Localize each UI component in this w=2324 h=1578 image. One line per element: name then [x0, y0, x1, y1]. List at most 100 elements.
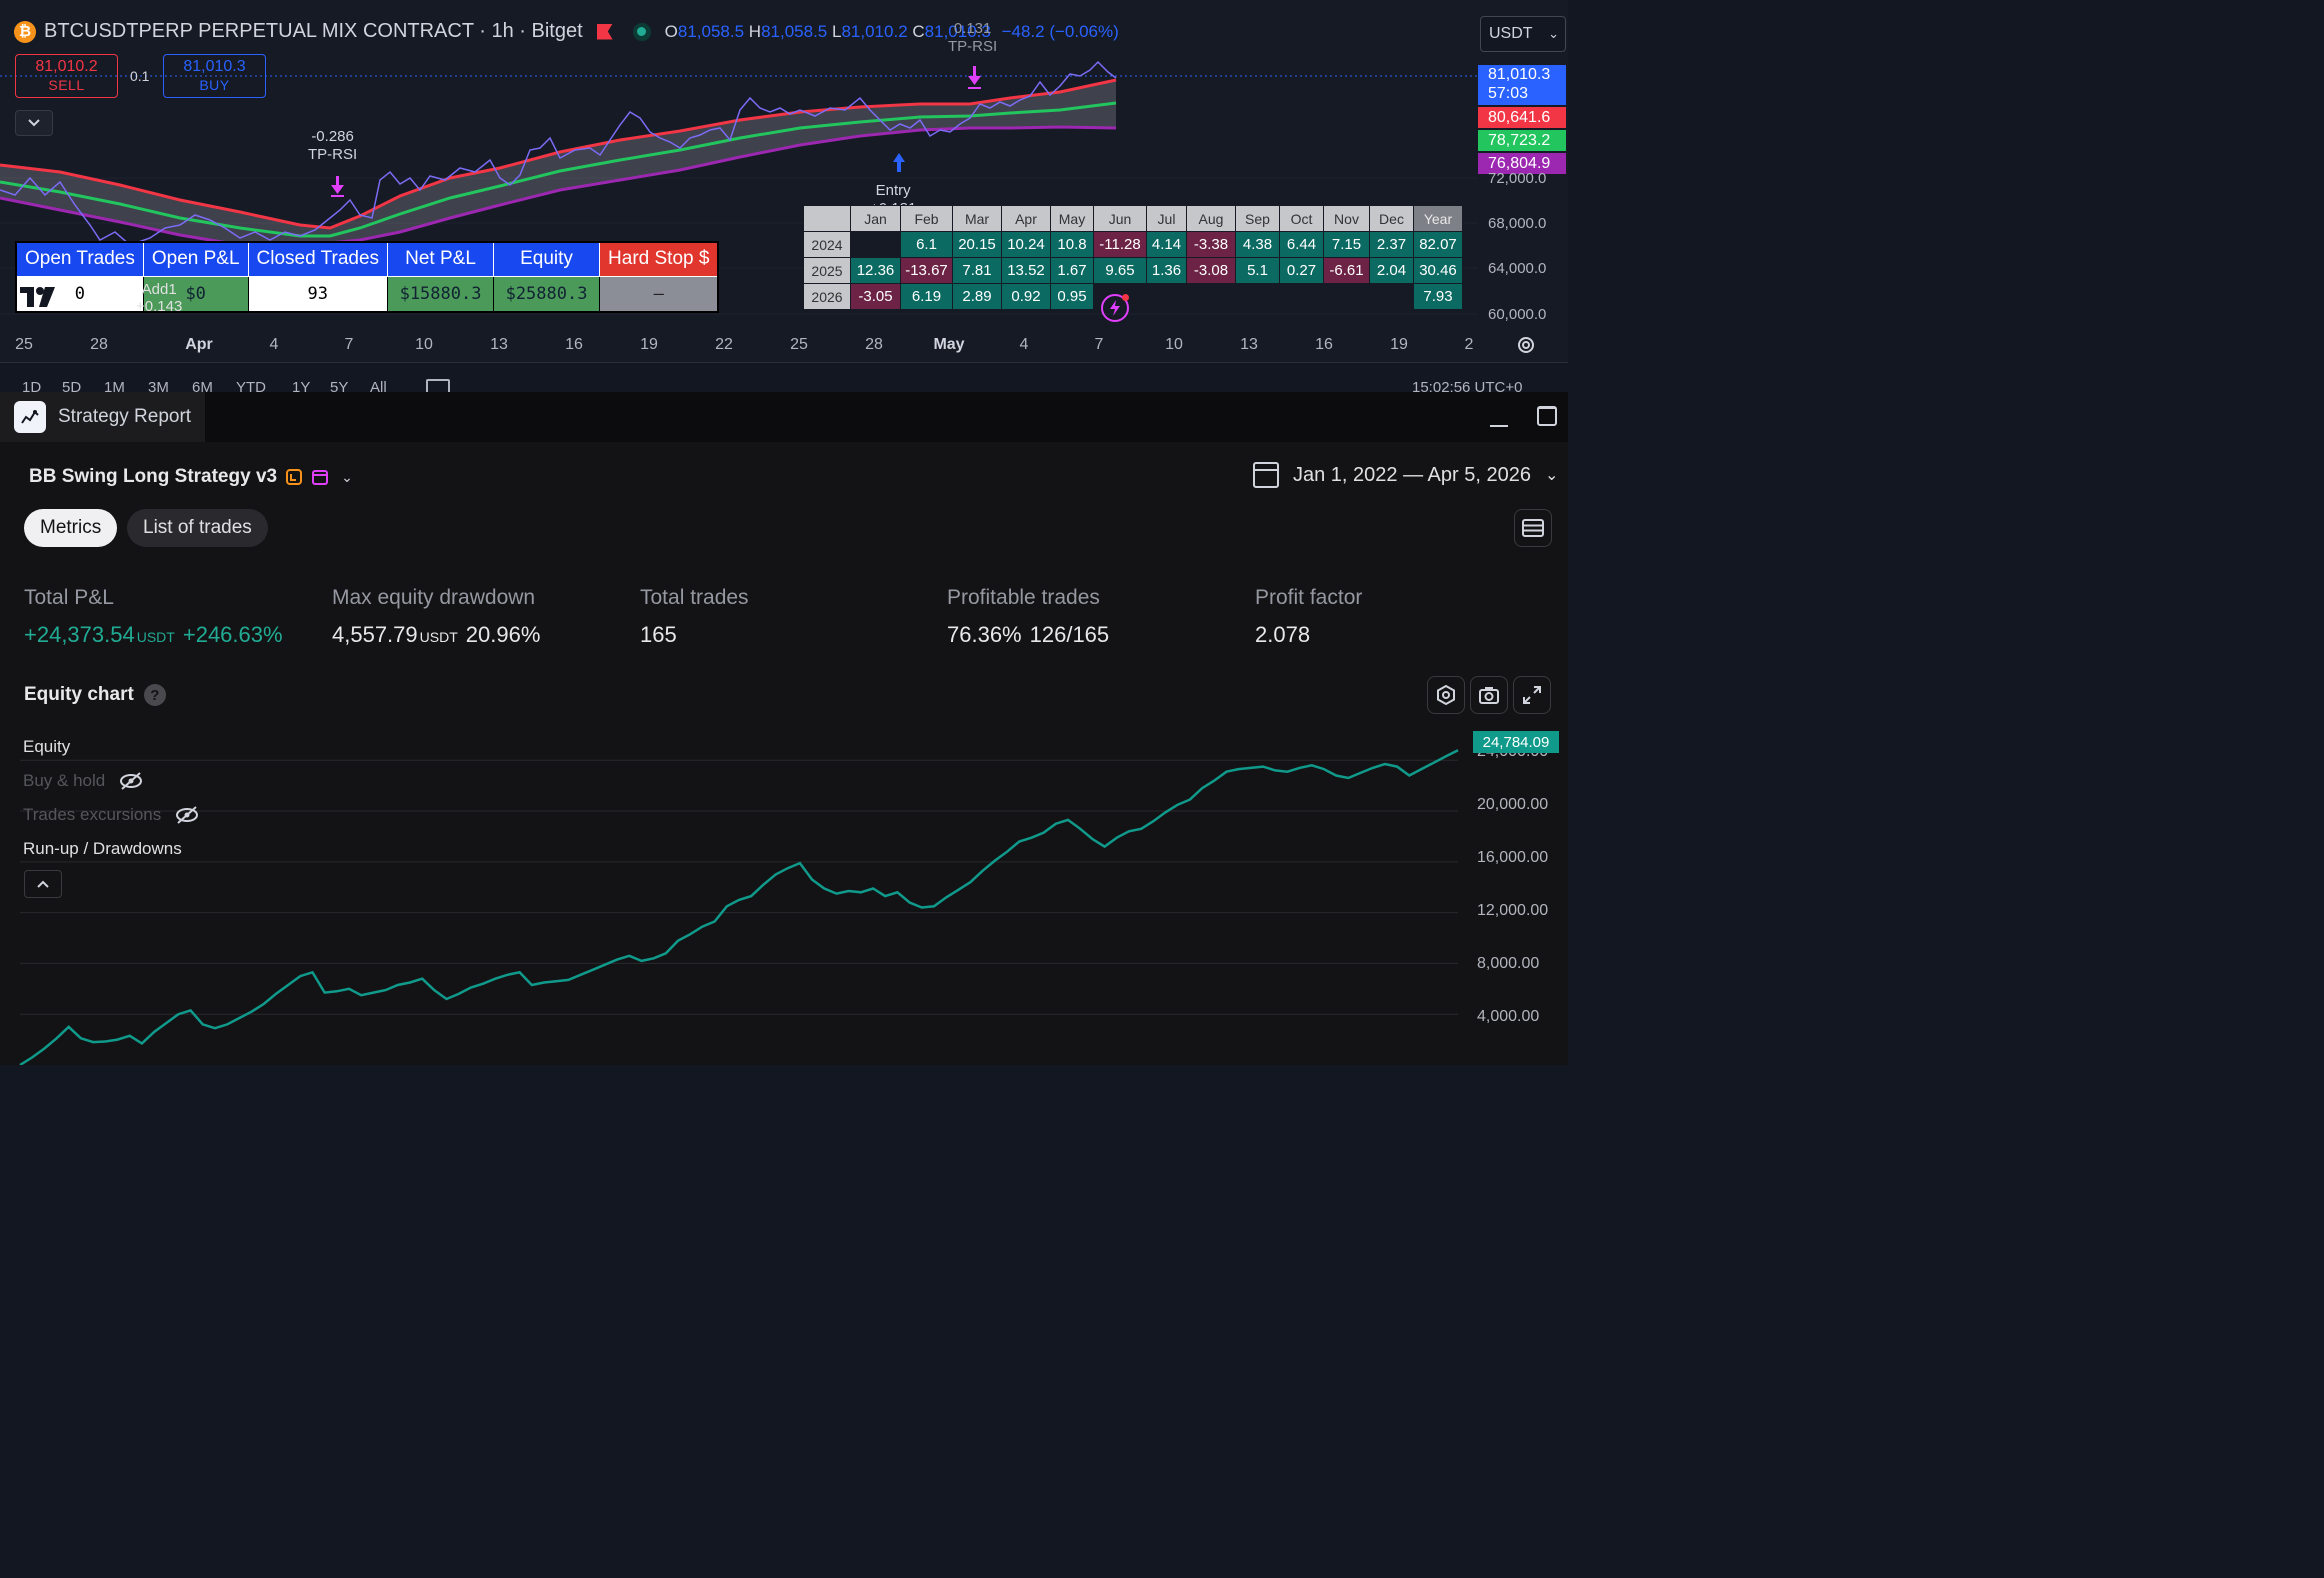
timeframe-button[interactable]: All: [370, 379, 387, 392]
month-cell: [1146, 283, 1187, 310]
time-axis-label: 13: [490, 336, 508, 353]
tp-rsi-marker-1: [331, 176, 344, 197]
timeframe-button[interactable]: 3M: [148, 379, 169, 392]
month-cell: 7.15: [1323, 231, 1370, 258]
stats-cell: $15880.3: [387, 275, 495, 313]
legend-runup-drawdowns[interactable]: Run-up / Drawdowns: [23, 839, 182, 858]
month-cell: [1235, 283, 1280, 310]
time-axis-label: 25: [15, 336, 33, 353]
settings-icon[interactable]: [1427, 676, 1465, 714]
month-header: Nov: [1323, 205, 1370, 232]
source-code-icon[interactable]: [285, 468, 303, 486]
strategy-stats-table: Open Trades Open P&L Closed Trades Net P…: [15, 241, 720, 313]
calendar-icon[interactable]: [426, 379, 450, 392]
buy-button[interactable]: 81,010.3 BUY: [163, 54, 266, 98]
month-cell: -6.61: [1323, 257, 1370, 284]
maximize-icon[interactable]: [1537, 406, 1557, 426]
strategy-selector[interactable]: BB Swing Long Strategy v3 ⌄: [29, 466, 353, 488]
timeframe-strip: 1D 5D 1M 3M 6M YTD 1Y 5Y All 15:02:56 UT…: [0, 362, 1568, 392]
chevron-down-icon[interactable]: [15, 110, 53, 136]
hidden-eye-icon[interactable]: [175, 806, 199, 824]
tab-metrics[interactable]: Metrics: [24, 509, 118, 547]
legend-equity[interactable]: Equity: [23, 737, 71, 756]
stats-cell: $25880.3: [493, 275, 601, 313]
entry-arrow: [893, 153, 905, 172]
month-cell: -13.67: [900, 257, 953, 284]
chevron-down-icon: ⌄: [1548, 26, 1559, 41]
month-cell: 30.46: [1413, 257, 1463, 284]
price-chart[interactable]: ₿ BTCUSDTPERP PERPETUAL MIX CONTRACT · 1…: [0, 0, 1568, 362]
calendar-icon[interactable]: [311, 468, 329, 486]
time-axis-label: 7: [344, 336, 354, 353]
month-cell: 0.92: [1001, 283, 1051, 310]
month-cell: [1186, 283, 1236, 310]
time-axis-label: 19: [640, 336, 658, 353]
month-header: Jun: [1093, 205, 1147, 232]
month-row: 2026 -3.05 6.19 2.89 0.92 0.95 7.93: [803, 283, 1463, 310]
month-cell: 4.14: [1146, 231, 1187, 258]
tab-strategy-report[interactable]: Strategy Report: [0, 392, 205, 442]
month-header: Feb: [900, 205, 953, 232]
chevron-up-icon[interactable]: [24, 870, 62, 898]
time-axis-label: 10: [415, 336, 433, 353]
minimize-icon[interactable]: [1490, 425, 1508, 427]
metric-total-pnl: Total P&L +24,373.54 USDT +246.63%: [24, 586, 283, 647]
date-range-label: Jan 1, 2022 — Apr 5, 2026: [1293, 463, 1531, 486]
month-cell: [850, 231, 901, 258]
time-axis-label: 28: [90, 336, 108, 353]
time-axis-label: 19: [1390, 336, 1408, 353]
stats-cell: 93: [247, 275, 389, 313]
month-cell: 7.93: [1413, 283, 1463, 310]
calendar-icon: [1253, 462, 1279, 488]
year-cell: 2025: [803, 257, 851, 284]
hidden-eye-icon[interactable]: [119, 772, 143, 790]
symbol-title[interactable]: BTCUSDTPERP PERPETUAL MIX CONTRACT · 1h …: [44, 20, 583, 42]
timeframe-button[interactable]: 5D: [62, 379, 82, 392]
lightning-icon[interactable]: [1101, 294, 1129, 322]
timeframe-button[interactable]: 1D: [22, 379, 42, 392]
metric-max-drawdown: Max equity drawdown 4,557.79 USDT 20.96%: [332, 586, 541, 647]
spread-value: 0.1: [130, 68, 150, 84]
currency-select[interactable]: USDT ⌄: [1480, 16, 1566, 52]
month-cell: 2.37: [1369, 231, 1414, 258]
month-cell: 4.38: [1235, 231, 1280, 258]
month-cell: 6.1: [900, 231, 953, 258]
timeframe-button[interactable]: 5Y: [330, 379, 349, 392]
date-range-picker[interactable]: Jan 1, 2022 — Apr 5, 2026 ⌄: [1253, 462, 1558, 488]
equity-axis-label: 16,000.00: [1477, 849, 1549, 866]
flag-icon[interactable]: [596, 23, 613, 40]
camera-icon[interactable]: [1470, 676, 1508, 714]
settings-gear-icon[interactable]: [1515, 334, 1537, 356]
timeframe-button[interactable]: 1M: [104, 379, 125, 392]
legend-trades-excursions[interactable]: Trades excursions: [23, 805, 199, 825]
equity-chart-title: Equity chart ?: [24, 684, 166, 706]
timeframe-button[interactable]: 6M: [192, 379, 213, 392]
month-cell: 6.19: [900, 283, 953, 310]
metric-total-trades: Total trades 165: [640, 586, 749, 647]
month-header: Mar: [952, 205, 1002, 232]
legend-buy-hold[interactable]: Buy & hold: [23, 771, 143, 791]
metric-profitable-trades: Profitable trades 76.36% 126/165: [947, 586, 1110, 647]
price-axis-label: 60,000.0: [1488, 306, 1547, 323]
timeframe-button[interactable]: YTD: [236, 379, 266, 392]
fullscreen-icon[interactable]: [1513, 676, 1551, 714]
timeframe-button[interactable]: 1Y: [292, 379, 311, 392]
tradingview-logo[interactable]: [17, 283, 63, 310]
month-cell: 0.95: [1050, 283, 1094, 310]
sell-button[interactable]: 81,010.2 SELL: [15, 54, 118, 98]
month-cell: 1.36: [1146, 257, 1187, 284]
tab-list-of-trades[interactable]: List of trades: [127, 509, 268, 547]
add1-annotation: Add1 +0.143: [136, 281, 183, 315]
time-axis-label: 28: [865, 336, 883, 353]
help-icon[interactable]: ?: [143, 684, 166, 706]
bollinger-band-fill: [0, 80, 1116, 248]
list-view-icon[interactable]: [1514, 509, 1552, 547]
chevron-down-icon[interactable]: ⌄: [341, 468, 353, 485]
stats-header: Equity: [493, 241, 601, 277]
market-status-icon[interactable]: [632, 22, 651, 41]
equity-chart[interactable]: [0, 722, 1568, 1065]
month-cell: [1279, 283, 1324, 310]
time-axis-label: 10: [1165, 336, 1183, 353]
month-cell: 10.24: [1001, 231, 1051, 258]
price-change: −48.2 (−0.06%): [1001, 21, 1119, 41]
